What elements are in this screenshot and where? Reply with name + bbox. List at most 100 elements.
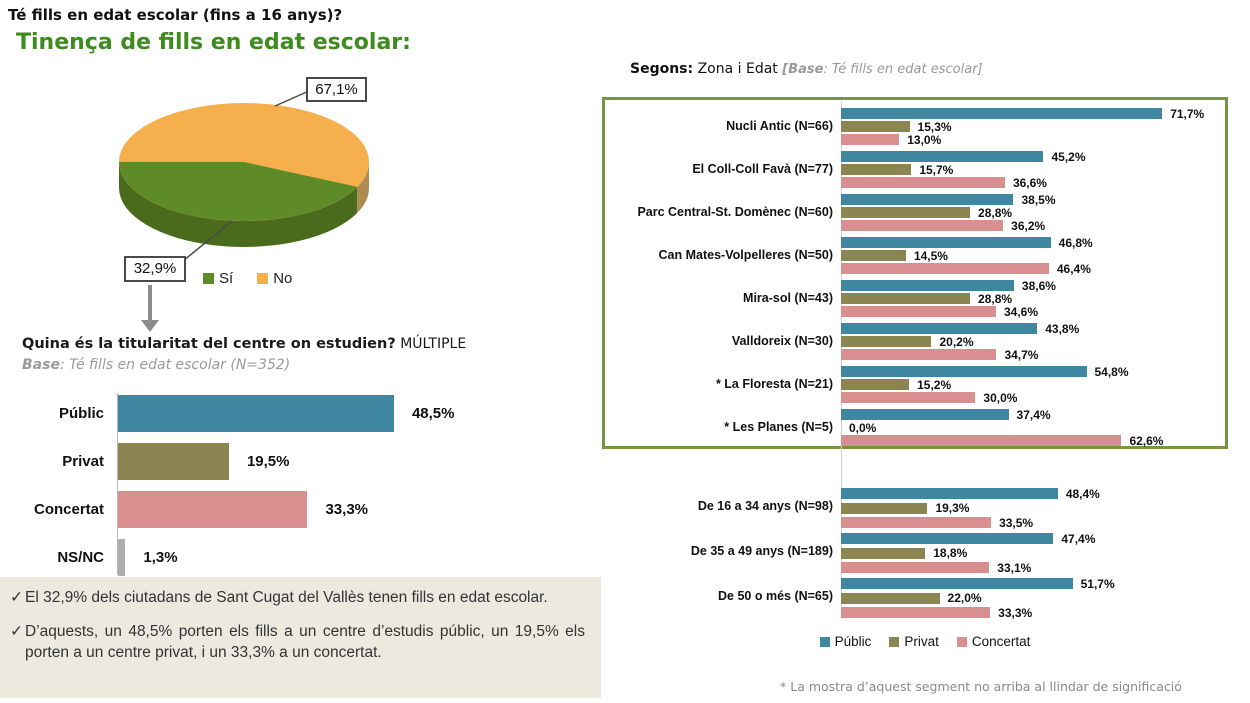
bar-value-label: 48,5% xyxy=(411,405,455,422)
bar-value-label: 20,2% xyxy=(939,334,974,349)
bar-line: 30,0% xyxy=(841,391,1222,405)
bar-segment xyxy=(118,491,308,528)
bar-line: 38,6% xyxy=(841,279,1222,293)
right-legend: Públic Privat Concertat xyxy=(700,634,1150,649)
bar-line: 14,5% xyxy=(841,248,1222,263)
bar-segment xyxy=(841,306,996,317)
bar-line: 20,2% xyxy=(841,334,1222,349)
legend-item-privat: Privat xyxy=(889,634,939,649)
bar-line: 13,0% xyxy=(841,133,1222,147)
checkmark-icon: ✓ xyxy=(10,623,23,640)
bar-row: Privat 19,5% xyxy=(12,443,592,480)
bar-group: 48,4% 19,3% 33,5% xyxy=(841,484,1222,530)
bar-line: 34,7% xyxy=(841,348,1222,362)
legend-swatch-yes xyxy=(203,273,214,284)
bar-segment xyxy=(841,237,1051,248)
bar-value-label: 36,2% xyxy=(1011,218,1046,233)
bar-segment xyxy=(841,121,910,132)
grouped-bar-row: Can Mates-Volpelleres (N=50) 46,8% 14,5% 46… xyxy=(606,234,1222,277)
bar-line: 0,0% xyxy=(841,421,1222,435)
bar-row: Concertat 33,3% xyxy=(12,491,592,528)
bar-category-label: Nucli Antic (N=66) xyxy=(726,119,833,133)
pie-legend: Sí No xyxy=(203,270,292,287)
bar-value-label: 71,7% xyxy=(1170,106,1205,121)
bar-group: 46,8% 14,5% 46,4% xyxy=(841,234,1222,277)
bar-segment xyxy=(841,164,912,175)
summary-box: ✓ El 32,9% dels ciutadans de Sant Cugat … xyxy=(0,577,601,698)
legend-item-concertat: Concertat xyxy=(956,634,1030,649)
bar-line: 36,6% xyxy=(841,175,1222,190)
bar-segment xyxy=(118,395,394,432)
down-arrow-head-icon xyxy=(141,320,159,332)
bar-group: 43,8% 20,2% 34,7% xyxy=(841,320,1222,363)
bar-segment xyxy=(841,323,1038,334)
bar-category-label: * La Floresta (N=21) xyxy=(715,377,833,391)
bar-category-label: Parc Central-St. Domènec (N=60) xyxy=(637,205,833,219)
bar-value-label: 45,2% xyxy=(1051,149,1086,164)
grouped-bar-row: * La Floresta (N=21) 54,8% 15,2% 30,0% xyxy=(606,363,1222,406)
bar-segment xyxy=(841,488,1058,499)
summary-bullet: ✓ El 32,9% dels ciutadans de Sant Cugat … xyxy=(10,587,585,608)
grouped-bar-row: De 35 a 49 anys (N=189) 47,4% 18,8% 33,1% xyxy=(606,529,1222,575)
bar-value-label: 1,3% xyxy=(143,549,178,566)
bar-value-label: 51,7% xyxy=(1080,576,1115,591)
question-base: Base: Té fills en edat escolar (N=352) xyxy=(22,357,290,373)
bar-line: 15,3% xyxy=(841,120,1222,134)
bar-value-label: 36,6% xyxy=(1012,175,1047,190)
question-text: Quina és la titularitat del centre on es… xyxy=(22,336,396,352)
segons-value: Zona i Edat xyxy=(693,61,783,77)
bar-value-label: 46,8% xyxy=(1058,235,1093,250)
pie-chart xyxy=(119,103,369,247)
bar-category-label: El Coll-Coll Favà (N=77) xyxy=(692,162,833,176)
bar-value-label: 46,4% xyxy=(1056,261,1091,276)
legend-item-yes: Sí xyxy=(203,270,233,287)
bar-segment xyxy=(841,562,990,573)
legend-label-no: No xyxy=(273,270,293,287)
bar-group: 45,2% 15,7% 36,6% xyxy=(841,148,1222,191)
bar-segment xyxy=(841,263,1049,274)
bar-group: 54,8% 15,2% 30,0% xyxy=(841,363,1222,406)
bar-segment xyxy=(841,336,932,347)
bar-line: 15,7% xyxy=(841,162,1222,177)
bar-value-label: 33,3% xyxy=(325,501,369,518)
bar-line: 33,3% xyxy=(841,606,1222,620)
bar-line: 36,2% xyxy=(841,218,1222,233)
legend-swatch-privat xyxy=(889,636,900,647)
bar-value-label: 48,4% xyxy=(1065,486,1100,501)
grouped-bar-row: De 16 a 34 anys (N=98) 48,4% 19,3% 33,5% xyxy=(606,484,1222,530)
bar-category-label: De 50 o més (N=65) xyxy=(718,589,833,603)
grouped-bar-row: Nucli Antic (N=66) 71,7% 15,3% 13,0% xyxy=(606,105,1222,148)
bar-value-label: 22,0% xyxy=(947,591,982,605)
bar-value-label: 28,8% xyxy=(978,205,1013,220)
bar-category-label: Privat xyxy=(62,453,104,470)
bar-value-label: 14,5% xyxy=(913,248,948,263)
bar-segment xyxy=(841,379,910,390)
bar-segment xyxy=(841,366,1087,377)
bar-value-label: 47,4% xyxy=(1061,531,1096,546)
bar-value-label: 33,5% xyxy=(999,515,1034,530)
grouped-bar-row: Valldoreix (N=30) 43,8% 20,2% 34,7% xyxy=(606,320,1222,363)
bar-line: 48,4% xyxy=(841,486,1222,501)
bar-value-label: 15,7% xyxy=(919,162,954,177)
bar-value-label: 43,8% xyxy=(1045,321,1080,336)
bar-line: 45,2% xyxy=(841,149,1222,164)
grouped-bar-row: Mira-sol (N=43) 38,6% 28,8% 34,6% xyxy=(606,277,1222,320)
legend-swatch-concertat xyxy=(956,636,967,647)
bar-line: 28,8% xyxy=(841,292,1222,306)
question-multiple-tag: MÚLTIPLE xyxy=(395,336,467,352)
bar-line: 34,6% xyxy=(841,305,1222,319)
bar-segment xyxy=(841,392,976,403)
bar-line: 33,1% xyxy=(841,561,1222,575)
legend-label-privat: Privat xyxy=(904,634,939,649)
section-heading: Tinença de fills en edat escolar: xyxy=(16,30,411,55)
bar-segment xyxy=(841,533,1054,544)
bar-segment xyxy=(841,194,1014,205)
bar-value-label: 38,5% xyxy=(1021,192,1056,207)
bar-line: 33,5% xyxy=(841,515,1222,530)
grouped-bar-row: * Les Planes (N=5) 37,4% 0,0% 62,6% xyxy=(606,406,1222,449)
bar-group: 47,4% 18,8% 33,1% xyxy=(841,529,1222,575)
legend-label-public: Públic xyxy=(834,634,872,649)
bar-segment xyxy=(841,592,940,604)
page-title: Té fills en edat escolar (fins a 16 anys… xyxy=(8,6,343,24)
